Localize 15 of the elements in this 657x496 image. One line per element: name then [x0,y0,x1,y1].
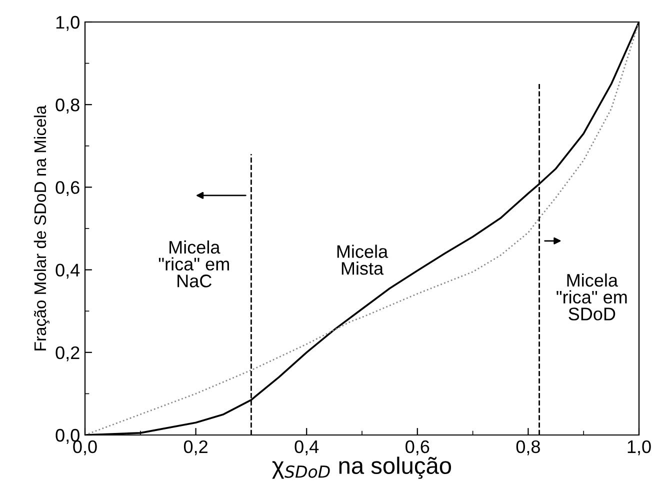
annotation: Micela "rica" em SDoD [556,273,627,320]
x-tick-label: 0,2 [184,440,208,456]
y-tick-label: 1,0 [56,16,80,31]
y-tick-label: 0,4 [56,264,80,279]
x-tick-label: 0,4 [294,440,319,456]
x-tick-label: 0,6 [406,440,430,456]
x-axis-title: χ$_{SDoD}$ na solução [272,456,452,479]
y-tick-label: 0,2 [56,346,80,362]
y-tick-label: 0,6 [56,181,80,196]
y-tick-label: 0,8 [56,98,80,114]
annotation: Micela Mista [337,244,388,275]
y-axis-title: Fração Molar de SDoD na Micela [34,105,50,350]
annotation: Micela "rica" em NaC [158,240,229,288]
x-tick-label: 0,8 [516,440,540,456]
x-tick-label: 1,0 [628,440,651,456]
